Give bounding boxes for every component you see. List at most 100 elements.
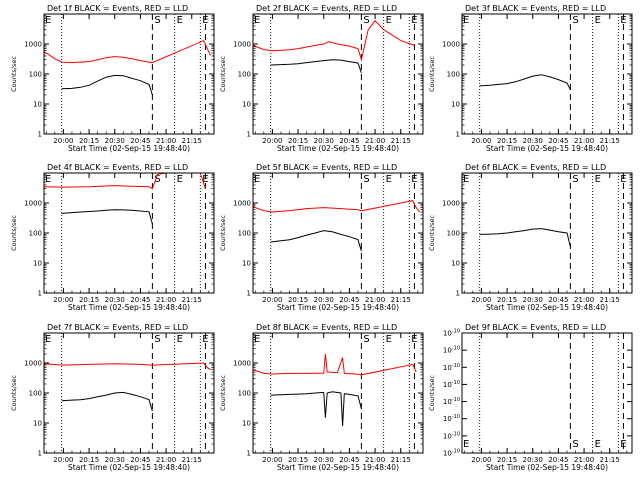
x-tick-label: 20:00 bbox=[53, 456, 73, 464]
plot-frame bbox=[461, 172, 633, 294]
marker-letter-s: S bbox=[363, 15, 369, 26]
marker-letter-e: E bbox=[177, 15, 183, 26]
y-axis-label: Counts/sec bbox=[10, 56, 18, 92]
y-tick-label: 10-10 bbox=[443, 397, 460, 406]
marker-letter-e: E bbox=[595, 174, 601, 185]
marker-letter-e-start: E bbox=[463, 174, 469, 185]
y-tick-label: 10-10 bbox=[443, 346, 460, 355]
x-tick-label: 21:00 bbox=[365, 296, 385, 304]
y-tick-label: 100 bbox=[238, 390, 251, 398]
y-axis-label: Counts/sec bbox=[428, 215, 436, 251]
x-tick-label: 20:15 bbox=[497, 137, 517, 145]
x-tick-label: 20:45 bbox=[548, 137, 568, 145]
marker-letter-e-start: E bbox=[254, 15, 260, 26]
y-axis-label: Counts/sec bbox=[219, 215, 227, 251]
x-axis-label: Start Time (02-Sep-15 19:48:40) bbox=[68, 144, 190, 153]
x-tick-label: 20:30 bbox=[523, 456, 543, 464]
panel-title: Det 6f BLACK = Events, RED = LLD bbox=[465, 163, 606, 172]
x-tick-label: 21:00 bbox=[156, 456, 176, 464]
x-tick-label: 20:30 bbox=[523, 137, 543, 145]
y-tick-label: 10-10 bbox=[443, 449, 460, 458]
x-tick-label: 20:15 bbox=[288, 456, 308, 464]
marker-letter-e: E bbox=[202, 334, 208, 345]
marker-letter-e: E bbox=[411, 174, 417, 185]
y-tick-label: 1000 bbox=[233, 41, 251, 49]
x-tick-label: 21:00 bbox=[574, 137, 594, 145]
marker-letter-e-start: E bbox=[45, 15, 51, 26]
marker-letter-s: S bbox=[154, 15, 160, 26]
x-tick-label: 20:45 bbox=[339, 296, 359, 304]
marker-letter-e: E bbox=[411, 15, 417, 26]
detector-panel-2: Det 2f BLACK = Events, RED = LLD 1 10 100 10… bbox=[219, 4, 424, 153]
y-tick-label: 10-10 bbox=[443, 380, 460, 389]
plot-frame bbox=[252, 13, 424, 135]
y-tick-label: 1 bbox=[38, 290, 42, 298]
events-series-line bbox=[479, 74, 571, 90]
marker-letter-s: S bbox=[572, 15, 578, 26]
x-axis-label: Start Time (02-Sep-15 19:48:40) bbox=[486, 463, 608, 472]
events-series-line bbox=[479, 228, 571, 247]
y-axis-label: Counts/sec bbox=[10, 215, 18, 251]
detector-panel-5: Det 5f BLACK = Events, RED = LLD 1 10 100 10… bbox=[219, 163, 424, 312]
y-tick-label: 1 bbox=[247, 450, 251, 458]
x-tick-label: 21:00 bbox=[574, 296, 594, 304]
plot-frame bbox=[461, 13, 633, 135]
x-tick-label: 21:15 bbox=[600, 456, 620, 464]
y-tick-label: 10 bbox=[242, 101, 251, 109]
x-tick-label: 20:30 bbox=[523, 296, 543, 304]
x-tick-label: 21:00 bbox=[156, 296, 176, 304]
detector-panel-9: Det 9f BLACK = Events, RED = LLD 10-10 10-… bbox=[428, 323, 633, 472]
marker-letter-e: E bbox=[386, 174, 392, 185]
x-tick-label: 20:30 bbox=[314, 296, 334, 304]
marker-letter-e: E bbox=[386, 334, 392, 345]
plot-frame bbox=[43, 332, 215, 454]
y-tick-label: 1000 bbox=[24, 200, 42, 208]
y-tick-label: 1000 bbox=[442, 41, 460, 49]
x-tick-label: 20:15 bbox=[79, 296, 99, 304]
y-tick-label: 1 bbox=[456, 290, 460, 298]
panel-title: Det 3f BLACK = Events, RED = LLD bbox=[465, 4, 606, 13]
marker-letter-e-start: E bbox=[254, 174, 260, 185]
y-tick-label: 1000 bbox=[24, 360, 42, 368]
y-tick-label: 100 bbox=[29, 71, 42, 79]
x-axis-label: Start Time (02-Sep-15 19:48:40) bbox=[277, 463, 399, 472]
y-tick-label: 1 bbox=[38, 131, 42, 139]
lld-series-line bbox=[44, 173, 206, 190]
x-axis-label: Start Time (02-Sep-15 19:48:40) bbox=[486, 144, 608, 153]
marker-letter-e-start: E bbox=[45, 334, 51, 345]
detector-panel-1: Det 1f BLACK = Events, RED = LLD 1 10 100 10… bbox=[10, 4, 215, 153]
plot-frame bbox=[252, 332, 424, 454]
panel-title: Det 4f BLACK = Events, RED = LLD bbox=[47, 163, 188, 172]
x-tick-label: 20:45 bbox=[130, 137, 150, 145]
y-tick-label: 100 bbox=[238, 230, 251, 238]
plot-frame bbox=[252, 172, 424, 294]
events-series-line bbox=[270, 230, 362, 252]
marker-letter-e: E bbox=[177, 174, 183, 185]
x-axis-label: Start Time (02-Sep-15 19:48:40) bbox=[277, 144, 399, 153]
x-tick-label: 20:45 bbox=[339, 137, 359, 145]
lld-series-line bbox=[253, 200, 420, 213]
marker-letter-e: E bbox=[620, 15, 626, 26]
panel-title: Det 8f BLACK = Events, RED = LLD bbox=[256, 323, 397, 332]
y-tick-label: 1000 bbox=[24, 41, 42, 49]
marker-letter-e: E bbox=[620, 174, 626, 185]
marker-letter-e: E bbox=[202, 174, 208, 185]
x-tick-label: 20:30 bbox=[105, 137, 125, 145]
y-tick-label: 10 bbox=[33, 420, 42, 428]
panel-title: Det 5f BLACK = Events, RED = LLD bbox=[256, 163, 397, 172]
marker-letter-s: S bbox=[572, 439, 578, 450]
x-tick-label: 21:15 bbox=[182, 456, 202, 464]
y-tick-label: 10 bbox=[33, 260, 42, 268]
y-tick-label: 10 bbox=[451, 260, 460, 268]
x-tick-label: 20:00 bbox=[471, 137, 491, 145]
x-tick-label: 20:00 bbox=[262, 296, 282, 304]
x-tick-label: 21:15 bbox=[391, 137, 411, 145]
y-tick-label: 1 bbox=[38, 450, 42, 458]
plot-frame bbox=[461, 332, 633, 454]
x-tick-label: 20:45 bbox=[548, 296, 568, 304]
x-tick-label: 20:30 bbox=[314, 137, 334, 145]
panel-title: Det 7f BLACK = Events, RED = LLD bbox=[47, 323, 188, 332]
x-tick-label: 20:15 bbox=[79, 456, 99, 464]
x-tick-label: 20:15 bbox=[497, 296, 517, 304]
marker-letter-s: S bbox=[154, 174, 160, 185]
